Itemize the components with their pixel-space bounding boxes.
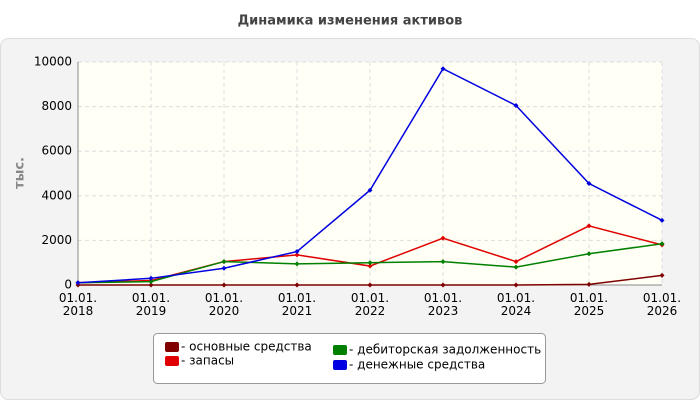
y-tick-label: 4000 [41,188,72,202]
point-marker [221,282,227,288]
x-tick-label: 01.01. 2020 [205,291,243,318]
legend-swatch [333,360,347,370]
point-marker [513,282,519,288]
y-tick-label: 8000 [41,99,72,113]
point-marker [294,282,300,288]
point-marker [294,261,300,267]
point-marker [148,282,154,288]
x-tick-label: 01.01. 2021 [278,291,316,318]
point-marker [367,282,373,288]
legend-swatch [165,356,179,366]
point-marker [367,187,373,193]
y-tick-label: 2000 [41,233,72,247]
legend-label: - основные средства [181,340,312,354]
point-marker [221,259,227,265]
point-marker [148,275,154,281]
legend [153,333,546,384]
point-marker [659,272,665,278]
chart-title: Динамика изменения активов [238,14,463,29]
x-tick-label: 01.01. 2018 [59,291,97,318]
point-marker [513,264,519,270]
point-marker [586,181,592,187]
point-marker [586,223,592,229]
x-tick-label: 01.01. 2022 [351,291,389,318]
x-tick-label: 01.01. 2026 [643,291,681,318]
point-marker [367,263,373,269]
point-marker [148,279,154,285]
x-tick-label: 01.01. 2025 [570,291,608,318]
point-marker [659,217,665,223]
legend-label: - запасы [181,354,234,368]
point-marker [440,282,446,288]
y-tick-label: 0 [64,278,72,292]
point-marker [440,235,446,241]
point-marker [440,259,446,265]
point-marker [440,66,446,72]
x-tick-label: 01.01. 2023 [424,291,462,318]
y-axis-label: тыс. [13,157,28,189]
x-tick-label: 01.01. 2024 [497,291,535,318]
point-marker [586,251,592,257]
point-marker [659,241,665,247]
x-tick-label: 01.01. 2019 [132,291,170,318]
y-tick-label: 10000 [34,55,72,69]
point-marker [586,281,592,287]
legend-label: - дебиторская задолженность [349,343,541,357]
legend-swatch [165,342,179,352]
point-marker [513,102,519,108]
point-marker [75,280,81,286]
legend-label: - денежные средства [349,358,485,372]
legend-swatch [333,345,347,355]
y-tick-label: 6000 [41,144,72,158]
point-marker [221,265,227,271]
point-marker [294,249,300,255]
point-marker [513,259,519,265]
point-marker [367,260,373,266]
point-marker [294,252,300,258]
